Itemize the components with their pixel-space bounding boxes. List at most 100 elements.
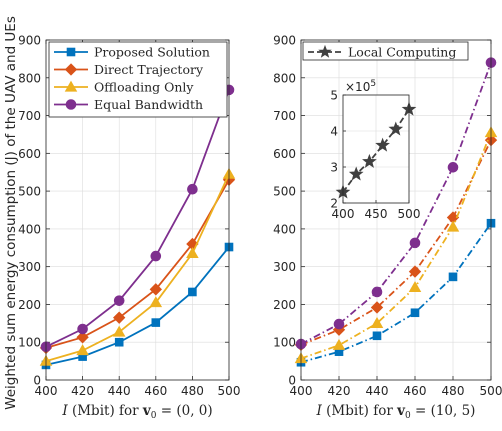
legend: Proposed Solution Direct Trajectory Offloa… [48, 41, 228, 118]
y-tick-label: 500 [273, 185, 296, 199]
y-axis-label: Weighted sum energy consumption (J) of t… [3, 16, 19, 410]
data-point [446, 220, 460, 232]
axes-box [45, 39, 230, 381]
y-tick-label: 700 [18, 109, 41, 123]
x-axis-label: I (Mbit) for v0 = (10, 5) [316, 403, 476, 421]
y-tick-label: 200 [18, 298, 41, 312]
inset-chart: 2 3 4 5 400 450 500 ×105 [330, 79, 420, 221]
inset-data-point [375, 137, 390, 152]
series-line [45, 179, 230, 349]
series-line [45, 89, 230, 348]
x-tick-label: 480 [181, 384, 204, 398]
inset-y-tick-label: 3 [330, 161, 338, 175]
x-tick-label: 480 [442, 384, 465, 398]
data-point [76, 331, 89, 344]
legend-marker [64, 63, 78, 76]
x-tick-label: 420 [71, 384, 94, 398]
y-tick-label: 900 [18, 34, 41, 48]
data-point [370, 316, 384, 328]
y-tick-label: 600 [273, 147, 296, 161]
legend-label: Local Computing [348, 45, 456, 60]
data-point [447, 162, 459, 173]
legend-label: Proposed Solution [94, 45, 210, 60]
y-tick-label: 0 [33, 374, 41, 388]
inset-y-tick-label: 4 [330, 125, 338, 139]
y-tick-label: 500 [18, 185, 41, 199]
data-point [372, 331, 382, 341]
data-point [150, 250, 162, 262]
inset-y-tick-label: 2 [330, 197, 338, 211]
legend-label: Direct Trajectory [94, 62, 204, 77]
legend-entry: Offloading Only [54, 80, 194, 95]
legend-entry: Direct Trajectory [54, 62, 204, 77]
data-point [332, 338, 346, 350]
y-tick-label: 400 [273, 222, 296, 236]
x-tick-label: 420 [328, 384, 351, 398]
inset-data-point [348, 166, 364, 181]
inset-x-tick-label: 400 [332, 207, 355, 221]
series-circle [295, 57, 497, 350]
data-point [409, 237, 421, 249]
legend-marker [66, 47, 76, 57]
data-point [333, 318, 345, 330]
series-line [300, 62, 492, 345]
y-tick-label: 400 [18, 222, 41, 236]
data-point [149, 283, 162, 296]
x-tick-label: 400 [290, 384, 313, 398]
y-tick-label: 300 [18, 260, 41, 274]
x-tick-label: 440 [108, 384, 131, 398]
y-tick-label: 800 [273, 71, 296, 85]
inset-data-point [388, 121, 404, 136]
series-line [45, 246, 230, 366]
data-point [188, 287, 197, 297]
inset-exponent-label: ×105 [345, 79, 376, 94]
x-tick-label: 440 [366, 384, 389, 398]
y-tick-label: 100 [273, 336, 296, 350]
series-line [300, 139, 492, 346]
inset-x-tick-label: 500 [398, 207, 421, 221]
legend-label: Equal Bandwidth [94, 97, 203, 112]
legend-entry: Local Computing [308, 45, 456, 60]
data-point [76, 344, 89, 356]
data-point [448, 272, 458, 282]
legend-entry: Equal Bandwidth [54, 97, 203, 112]
legend-marker [64, 80, 78, 92]
y-tick-label: 300 [273, 260, 296, 274]
y-tick-label: 200 [273, 298, 296, 312]
y-tick-label: 600 [18, 147, 41, 161]
legend-marker [318, 44, 332, 58]
x-tick-label: 500 [218, 384, 241, 398]
data-point [408, 265, 422, 278]
y-tick-label: 100 [18, 336, 41, 350]
series-line [45, 173, 230, 362]
y-tick-label: 800 [18, 71, 41, 85]
data-point [114, 337, 124, 347]
x-tick-label: 460 [404, 384, 427, 398]
x-tick-label: 400 [35, 384, 58, 398]
data-point [113, 295, 125, 306]
inset-x-tick-label: 450 [365, 207, 388, 221]
series-line [300, 132, 492, 360]
legend-label: Offloading Only [94, 80, 194, 95]
legend-marker [65, 99, 77, 110]
series-line [300, 222, 492, 364]
data-point [370, 301, 384, 314]
data-point [187, 183, 198, 195]
data-point [408, 281, 422, 293]
axes-box [300, 39, 492, 381]
right-panel: 0 100 200 300 400 500 600 700 800 900 400 420 440 460… [273, 34, 502, 422]
legend-entry: Proposed Solution [54, 45, 210, 60]
legend: Local Computing [302, 41, 469, 61]
data-point [410, 308, 420, 318]
data-point [186, 247, 199, 259]
series-triangle [39, 167, 236, 366]
inset-data-point [362, 153, 377, 168]
data-point [151, 318, 161, 327]
x-axis-label: I (Mbit) for v0 = (0, 0) [61, 403, 212, 421]
inset-axes-box [342, 94, 410, 204]
x-tick-label: 460 [144, 384, 167, 398]
y-tick-label: 700 [273, 109, 296, 123]
x-tick-label: 500 [480, 384, 502, 398]
data-point [112, 325, 126, 337]
